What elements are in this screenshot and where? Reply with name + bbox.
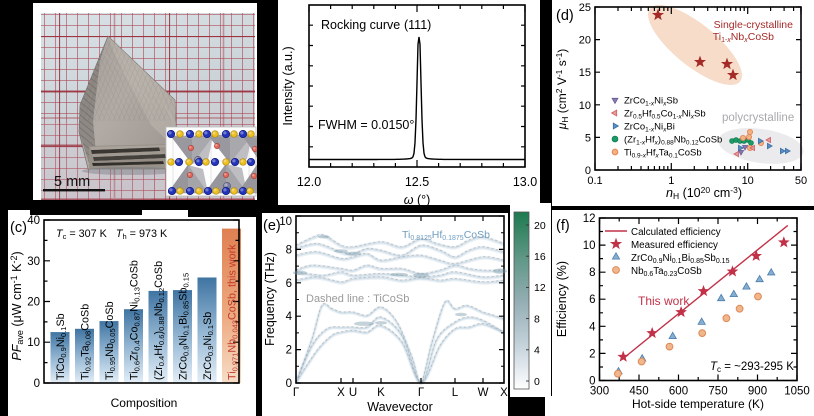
svg-text:Ti0.6Zr0.4Co0.87Ni0.13CoSb: Ti0.6Zr0.4Co0.87Ni0.13CoSb (129, 260, 142, 380)
svg-text:10: 10 (742, 175, 754, 187)
svg-text:15: 15 (579, 67, 591, 79)
svg-text:ZrCo0.9Ni0.1Bi0.85Sb0.15: ZrCo0.9Ni0.1Bi0.85Sb0.15 (178, 273, 191, 380)
svg-text:μH (cm2 V-1 s-1): μH (cm2 V-1 s-1) (554, 49, 570, 131)
svg-text:Measured efficiency: Measured efficiency (631, 240, 718, 251)
svg-text:4: 4 (589, 321, 596, 333)
svg-text:Composition: Composition (111, 396, 178, 410)
svg-text:20: 20 (579, 35, 591, 47)
svg-text:Tc = 307 K Th = 973 K: Tc = 307 K Th = 973 K (56, 228, 168, 241)
svg-text:4: 4 (286, 311, 293, 323)
svg-text:ZrCo0.9Ni0.1Bi0.85Sb0.15: ZrCo0.9Ni0.1Bi0.85Sb0.15 (631, 253, 730, 265)
svg-text:This work: This work (638, 294, 690, 308)
svg-text:(Zr1-xHfx)0.88Nb0.12CoSb: (Zr1-xHfx)0.88Nb0.12CoSb (624, 135, 722, 147)
svg-text:1050: 1050 (784, 386, 810, 398)
svg-text:5 mm: 5 mm (54, 174, 90, 190)
svg-text:L: L (452, 387, 459, 399)
svg-text:12: 12 (534, 282, 546, 294)
svg-text:0: 0 (534, 376, 540, 388)
svg-text:ZrCo0.9Ni0.1Sb: ZrCo0.9Ni0.1Sb (202, 312, 215, 380)
svg-text:Dashed line : TiCoSb: Dashed line : TiCoSb (306, 293, 409, 305)
svg-text:12.5: 12.5 (405, 175, 429, 189)
svg-text:(111): (111) (404, 18, 431, 32)
svg-text:nH (1020 cm-3): nH (1020 cm-3) (666, 185, 742, 201)
svg-text:2: 2 (286, 345, 292, 357)
svg-text:X: X (500, 387, 508, 399)
svg-text:13.0: 13.0 (513, 175, 537, 189)
svg-text:Γ: Γ (293, 387, 300, 399)
svg-text:10: 10 (27, 337, 40, 349)
svg-text:0: 0 (286, 378, 292, 390)
svg-text:12: 12 (583, 213, 596, 225)
svg-text:20: 20 (534, 220, 546, 232)
svg-text:W: W (478, 387, 489, 399)
svg-text:ZrCo1-xNixBi: ZrCo1-xNixBi (624, 122, 675, 134)
svg-text:Ti0.8125Hf0.1875CoSb: Ti0.8125Hf0.1875CoSb (402, 229, 490, 242)
svg-text:Ti0.9-xHfxTa0.1CoSb: Ti0.9-xHfxTa0.1CoSb (624, 148, 702, 160)
svg-text:X: X (337, 387, 345, 399)
svg-text:(e): (e) (263, 218, 281, 234)
svg-text:(Zr0.4Hf0.6)0.88Nb0.12CoSb: (Zr0.4Hf0.6)0.88Nb0.12CoSb (153, 261, 166, 380)
svg-text:Ti0.971Nb0.043CoSb, this work: Ti0.971Nb0.043CoSb, this work (227, 244, 240, 380)
svg-text:8: 8 (286, 244, 292, 256)
svg-text:polycrystalline: polycrystalline (722, 112, 794, 124)
svg-text:Wavevector: Wavevector (367, 400, 433, 414)
svg-text:4: 4 (534, 345, 540, 357)
svg-text:Nb0.6Ta0.23CoSb: Nb0.6Ta0.23CoSb (631, 266, 702, 278)
svg-text:ω (°): ω (°) (404, 193, 431, 207)
svg-text:900: 900 (748, 386, 767, 398)
svg-text:30: 30 (27, 256, 40, 268)
svg-text:Γ: Γ (418, 387, 425, 399)
svg-text:5: 5 (585, 132, 591, 144)
svg-text:8: 8 (589, 267, 595, 279)
svg-text:(f): (f) (556, 218, 570, 234)
svg-text:K: K (377, 387, 385, 399)
svg-text:750: 750 (708, 386, 727, 398)
svg-text:600: 600 (669, 386, 688, 398)
svg-text:ZrCo1-xNixSb: ZrCo1-xNixSb (624, 96, 678, 108)
svg-text:450: 450 (629, 386, 648, 398)
svg-text:Calculated efficiency: Calculated efficiency (631, 227, 721, 238)
svg-text:0: 0 (34, 378, 40, 390)
svg-text:(d): (d) (556, 8, 574, 24)
svg-text:1: 1 (668, 175, 674, 187)
svg-text:12.0: 12.0 (297, 175, 321, 189)
svg-text:Efficiency (%): Efficiency (%) (555, 261, 569, 337)
svg-text:PFave (μW cm-1 K-2): PFave (μW cm-1 K-2) (9, 251, 25, 360)
svg-text:TiCo0.9Ni0.1Sb: TiCo0.9Ni0.1Sb (55, 313, 68, 380)
svg-text:10: 10 (583, 240, 596, 252)
svg-text:50: 50 (795, 175, 807, 187)
svg-text:(c): (c) (10, 220, 27, 236)
svg-text:25: 25 (579, 2, 591, 14)
svg-text:Single-crystalline: Single-crystalline (714, 19, 794, 31)
svg-text:0: 0 (589, 376, 595, 388)
svg-text:40: 40 (27, 215, 40, 227)
svg-text:Tc = ~293-295 K: Tc = ~293-295 K (710, 361, 794, 374)
svg-text:6: 6 (589, 294, 595, 306)
svg-text:Ti0.95Nb0.05CoSb: Ti0.95Nb0.05CoSb (104, 301, 117, 380)
svg-text:0: 0 (585, 165, 591, 177)
svg-text:Rocking curve: Rocking curve (321, 18, 400, 32)
svg-text:Intensity (a.u.): Intensity (a.u.) (281, 46, 295, 125)
svg-text:2: 2 (589, 348, 595, 360)
svg-text:Ti1-xNbxCoSb: Ti1-xNbxCoSb (713, 31, 774, 44)
svg-text:U: U (349, 387, 357, 399)
svg-text:8: 8 (534, 313, 540, 325)
svg-text:FWHM = 0.0150°: FWHM = 0.0150° (318, 118, 414, 132)
svg-text:6: 6 (286, 278, 292, 290)
svg-text:0.1: 0.1 (587, 175, 602, 187)
svg-text:300: 300 (590, 386, 609, 398)
svg-text:Frequency (THz): Frequency (THz) (263, 252, 277, 346)
svg-text:Ti0.92Ta0.08CoSb: Ti0.92Ta0.08CoSb (80, 304, 93, 380)
svg-text:20: 20 (27, 297, 40, 309)
svg-text:Hot-side temperature (K): Hot-side temperature (K) (632, 397, 764, 411)
svg-text:10: 10 (279, 216, 292, 228)
svg-text:16: 16 (534, 251, 546, 263)
svg-text:10: 10 (579, 100, 591, 112)
svg-text:Zr0.5Hf0.5Co1-xNixSb: Zr0.5Hf0.5Co1-xNixSb (624, 109, 706, 121)
